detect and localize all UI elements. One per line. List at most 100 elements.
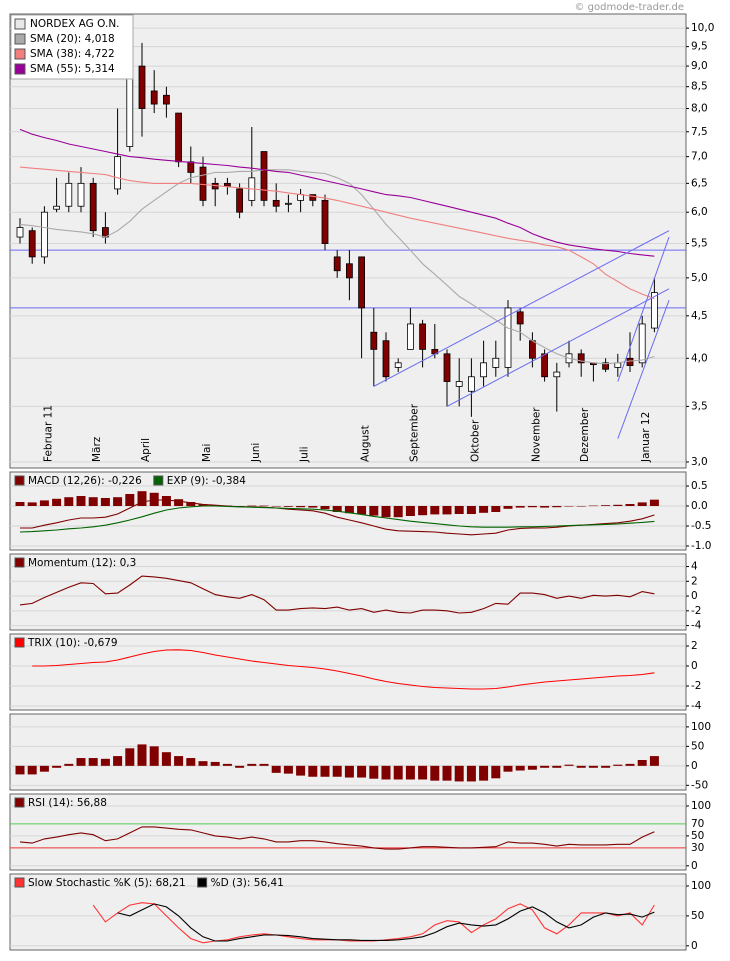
- bar: [479, 765, 489, 781]
- bar: [491, 506, 501, 512]
- bar: [442, 506, 452, 515]
- x-tick-label: Juni: [250, 443, 262, 463]
- legend-label: Slow Stochastic %K (5): 68,21: [28, 877, 186, 889]
- candle-body: [443, 353, 451, 382]
- y-tick-label: -0.5: [691, 520, 712, 532]
- candle-body: [382, 340, 390, 378]
- bar: [625, 504, 635, 506]
- x-tick-label: Februar 11: [42, 405, 54, 462]
- legend-label: SMA (38): 4,722: [30, 48, 115, 60]
- legend-swatch: [14, 475, 25, 486]
- candle-body: [321, 199, 329, 244]
- bar: [344, 765, 354, 778]
- bar: [613, 504, 623, 506]
- legend-swatch: [14, 48, 26, 60]
- x-tick-label: Oktober: [469, 419, 481, 462]
- legend-swatch: [14, 557, 25, 568]
- candle-body: [651, 292, 658, 329]
- candle-body: [199, 166, 207, 201]
- y-tick-label: -4: [691, 700, 702, 712]
- bar: [381, 765, 391, 780]
- candle-body: [626, 357, 634, 366]
- candle-body: [260, 151, 268, 201]
- bar: [308, 765, 318, 777]
- bar: [174, 756, 184, 766]
- candle-body: [223, 182, 231, 187]
- candle-body: [638, 323, 646, 364]
- bar: [540, 506, 550, 508]
- legend-label: %D (3): 56,41: [211, 877, 284, 889]
- panel-background: [9, 713, 687, 791]
- y-tick-label: 3,0: [691, 456, 708, 468]
- candle-body: [553, 371, 561, 378]
- y-tick-label: 0: [691, 760, 698, 772]
- candle-body: [162, 94, 170, 105]
- x-tick-label: Mai: [201, 444, 213, 462]
- level-label: 70: [691, 818, 704, 830]
- legend-label: SMA (20): 4,018: [30, 33, 115, 45]
- bar: [637, 502, 647, 506]
- bar: [527, 506, 537, 508]
- bar: [332, 765, 342, 777]
- bar: [418, 506, 428, 516]
- trend-line: [617, 236, 670, 382]
- y-tick-label: 0: [691, 940, 698, 952]
- bar: [430, 506, 440, 515]
- y-tick-label: 0.0: [691, 500, 708, 512]
- bar: [454, 506, 464, 514]
- panel-background: [9, 873, 687, 951]
- bar: [27, 765, 37, 775]
- bar: [247, 505, 257, 507]
- legend-label: Momentum (12): 0,3: [28, 557, 136, 569]
- bar: [259, 505, 269, 507]
- bar: [27, 502, 37, 506]
- y-tick-label: 50: [691, 830, 704, 842]
- bar: [357, 765, 367, 778]
- bar: [52, 765, 62, 768]
- x-tick-label: Januar 12: [640, 412, 652, 463]
- candle-body: [150, 90, 158, 105]
- y-tick-label: 5,5: [691, 238, 708, 250]
- bar: [283, 506, 293, 507]
- legend-swatch: [14, 63, 26, 75]
- bar: [320, 506, 330, 510]
- line-series: [92, 902, 655, 944]
- bar: [161, 752, 171, 766]
- candle-body: [175, 112, 183, 163]
- y-tick-label: 4: [691, 561, 698, 573]
- line-series: [19, 505, 655, 533]
- candle-body: [236, 188, 244, 213]
- bar: [454, 765, 464, 782]
- bar: [466, 765, 476, 782]
- bar: [15, 502, 25, 506]
- bar: [15, 765, 25, 775]
- bar: [271, 765, 281, 773]
- candle-body: [138, 65, 146, 109]
- y-tick-label: 3,5: [691, 400, 708, 412]
- candle-body: [467, 376, 475, 392]
- bar: [369, 765, 379, 779]
- bar: [39, 765, 49, 772]
- trend-line: [446, 288, 670, 407]
- candle-body: [370, 331, 378, 350]
- candle-body: [284, 202, 292, 205]
- bar: [113, 756, 123, 766]
- bar: [332, 506, 342, 512]
- bar: [564, 764, 574, 766]
- bar: [198, 504, 208, 506]
- bar: [235, 765, 245, 768]
- legend-swatch: [14, 18, 26, 30]
- y-tick-label: 100: [691, 880, 711, 892]
- bar: [405, 506, 415, 516]
- y-tick-label: 9,0: [691, 60, 708, 72]
- candle-body: [394, 362, 402, 368]
- bar: [88, 758, 98, 766]
- bar: [88, 497, 98, 506]
- bar: [601, 505, 611, 506]
- bar: [64, 497, 74, 506]
- legend-swatch: [14, 637, 25, 648]
- bar: [161, 496, 171, 506]
- legend-box: [10, 14, 134, 80]
- candle-body: [333, 256, 341, 272]
